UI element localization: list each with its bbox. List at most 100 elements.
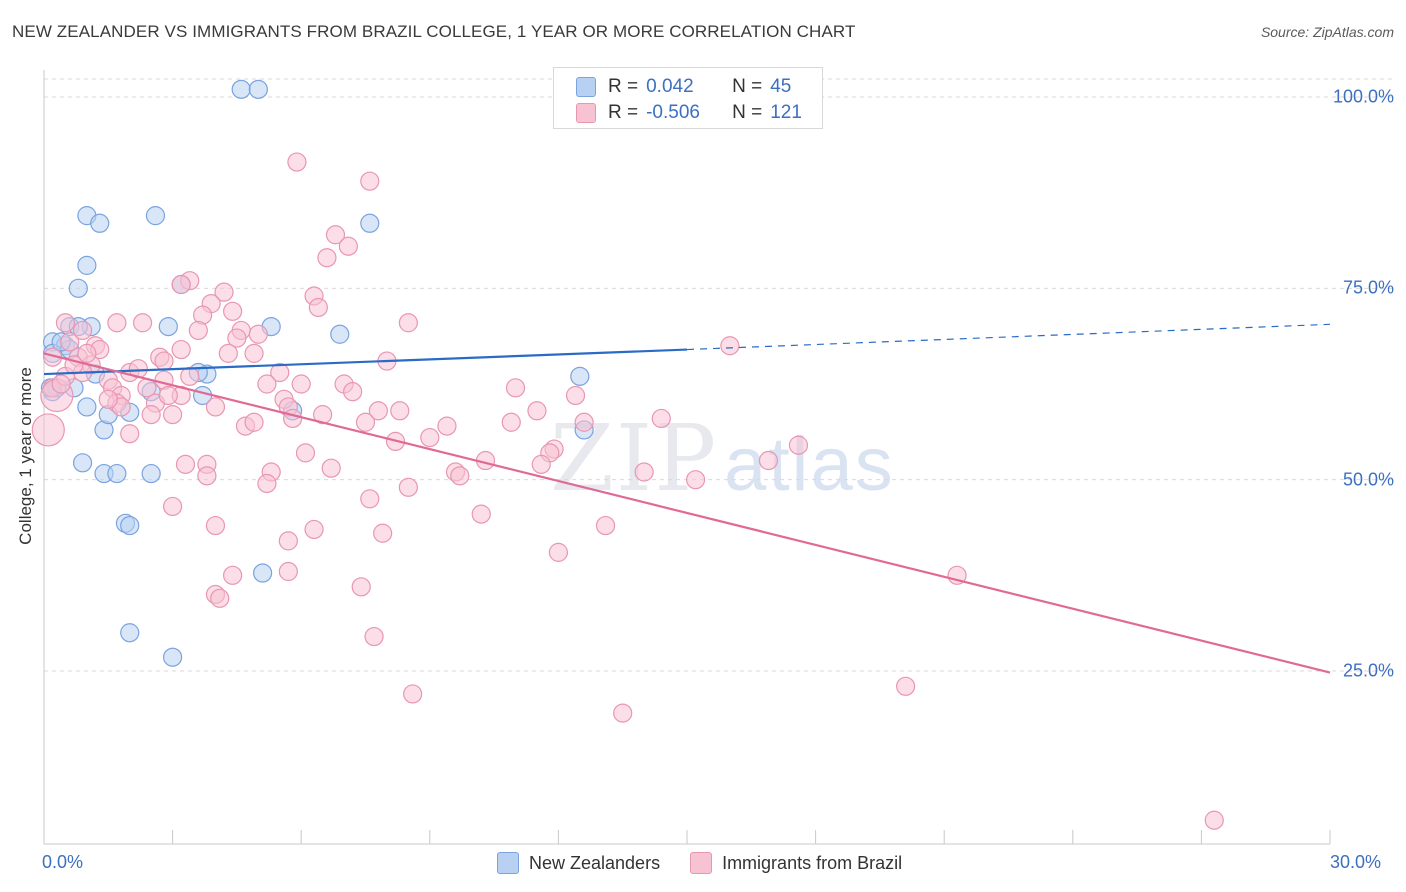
x-tick-label-max: 30.0% xyxy=(1330,852,1382,872)
data-point-nz xyxy=(570,366,590,386)
data-point-brazil xyxy=(257,473,277,494)
data-point-brazil xyxy=(634,462,654,482)
data-point-brazil xyxy=(565,385,586,406)
data-point-brazil xyxy=(531,454,551,474)
watermark-atlas: atlas xyxy=(724,422,895,507)
data-point-nz xyxy=(68,278,88,298)
data-point-nz xyxy=(120,515,140,536)
data-point-brazil xyxy=(171,274,191,295)
data-point-brazil xyxy=(390,401,410,421)
legend-row-immigrants-brazil: R = -0.506 N = 121 xyxy=(576,101,802,125)
data-point-brazil xyxy=(51,374,71,394)
data-point-brazil xyxy=(420,427,440,448)
data-point-brazil xyxy=(758,450,779,471)
data-point-brazil xyxy=(321,458,341,478)
data-point-brazil xyxy=(373,523,393,543)
trend-line-nz-extension xyxy=(686,323,1331,351)
y-tick-label-100: 100.0% xyxy=(1332,86,1394,107)
data-point-nz xyxy=(330,324,350,344)
legend-n-value: 121 xyxy=(770,102,802,123)
data-point-nz xyxy=(107,463,127,484)
data-point-brazil xyxy=(278,531,298,551)
data-point-nz xyxy=(145,206,166,226)
data-point-brazil xyxy=(720,336,740,356)
data-point-brazil xyxy=(355,412,376,432)
data-point-brazil xyxy=(351,577,371,597)
data-point-brazil xyxy=(210,588,230,608)
data-point-brazil xyxy=(223,301,243,321)
data-point-brazil xyxy=(398,477,418,497)
data-point-brazil xyxy=(171,339,191,360)
series-legend: New Zealanders Immigrants from Brazil xyxy=(497,852,932,874)
data-point-nz xyxy=(141,463,161,484)
data-point-brazil xyxy=(896,676,916,696)
y-tick-label-25: 25.0% xyxy=(1342,660,1394,681)
data-point-brazil xyxy=(471,504,491,524)
data-point-brazil xyxy=(398,313,418,333)
data-point-brazil xyxy=(437,416,457,436)
legend-item-immigrants-brazil[interactable]: Immigrants from Brazil xyxy=(690,852,902,874)
data-point-brazil xyxy=(223,565,243,585)
legend-n-label: N = xyxy=(732,102,763,123)
correlation-legend: R = 0.042 N = 45 R = -0.506 N = 121 xyxy=(553,67,823,129)
legend-r-label: R = xyxy=(608,76,639,97)
legend-n-value: 45 xyxy=(770,76,792,97)
data-point-brazil xyxy=(107,313,127,333)
legend-item-new-zealanders[interactable]: New Zealanders xyxy=(497,852,660,874)
trend-line-brazil xyxy=(43,352,1331,674)
data-point-nz xyxy=(77,397,97,417)
data-point-brazil xyxy=(338,236,358,256)
data-point-nz xyxy=(72,453,93,473)
source-label[interactable]: Source: ZipAtlas.com xyxy=(1260,24,1394,40)
data-point-brazil xyxy=(180,366,200,386)
data-point-nz xyxy=(90,213,110,233)
data-point-brazil xyxy=(403,684,423,704)
chart-title: NEW ZEALANDER VS IMMIGRANTS FROM BRAZIL … xyxy=(12,22,856,41)
data-point-brazil xyxy=(308,297,328,318)
x-tick-label-min: 0.0% xyxy=(42,852,84,872)
data-point-brazil xyxy=(60,332,80,352)
data-point-brazil xyxy=(360,489,380,509)
data-point-brazil xyxy=(304,519,324,540)
data-point-brazil xyxy=(505,378,526,398)
data-point-brazil xyxy=(257,374,277,394)
data-point-brazil xyxy=(317,248,337,268)
data-point-nz xyxy=(248,79,268,99)
data-point-brazil xyxy=(98,389,118,409)
data-point-brazil xyxy=(77,343,97,363)
data-point-brazil xyxy=(163,496,183,517)
data-point-nz xyxy=(231,79,251,99)
y-axis-label: College, 1 year or more xyxy=(16,367,35,545)
data-point-brazil xyxy=(325,225,346,245)
data-point-brazil xyxy=(368,401,388,421)
legend-n-label: N = xyxy=(732,76,763,97)
data-point-brazil xyxy=(175,454,196,474)
data-point-brazil xyxy=(360,171,380,191)
trend-line-nz xyxy=(43,348,688,376)
y-tick-label-50: 50.0% xyxy=(1342,469,1394,490)
data-point-brazil xyxy=(527,401,547,421)
data-point-brazil xyxy=(613,703,633,723)
data-point-brazil xyxy=(163,405,183,425)
legend-label: New Zealanders xyxy=(529,852,661,873)
data-point-brazil xyxy=(501,412,521,432)
legend-r-value: 0.042 xyxy=(646,76,694,97)
legend-swatch-blue xyxy=(497,852,519,874)
data-point-brazil xyxy=(31,413,65,447)
data-point-brazil xyxy=(205,515,226,536)
data-point-nz xyxy=(360,213,380,233)
data-point-brazil xyxy=(574,412,594,432)
data-point-brazil xyxy=(283,408,303,429)
data-point-brazil xyxy=(227,328,247,348)
legend-row-new-zealanders: R = 0.042 N = 45 xyxy=(576,75,791,99)
legend-swatch-blue xyxy=(576,77,596,97)
data-point-brazil xyxy=(248,324,268,344)
legend-swatch-pink xyxy=(690,852,713,874)
data-point-brazil xyxy=(158,385,178,406)
data-point-brazil xyxy=(197,466,217,486)
data-point-brazil xyxy=(55,313,76,333)
legend-r-label: R = xyxy=(608,102,639,123)
data-point-brazil xyxy=(188,320,208,341)
data-point-brazil xyxy=(295,443,316,463)
